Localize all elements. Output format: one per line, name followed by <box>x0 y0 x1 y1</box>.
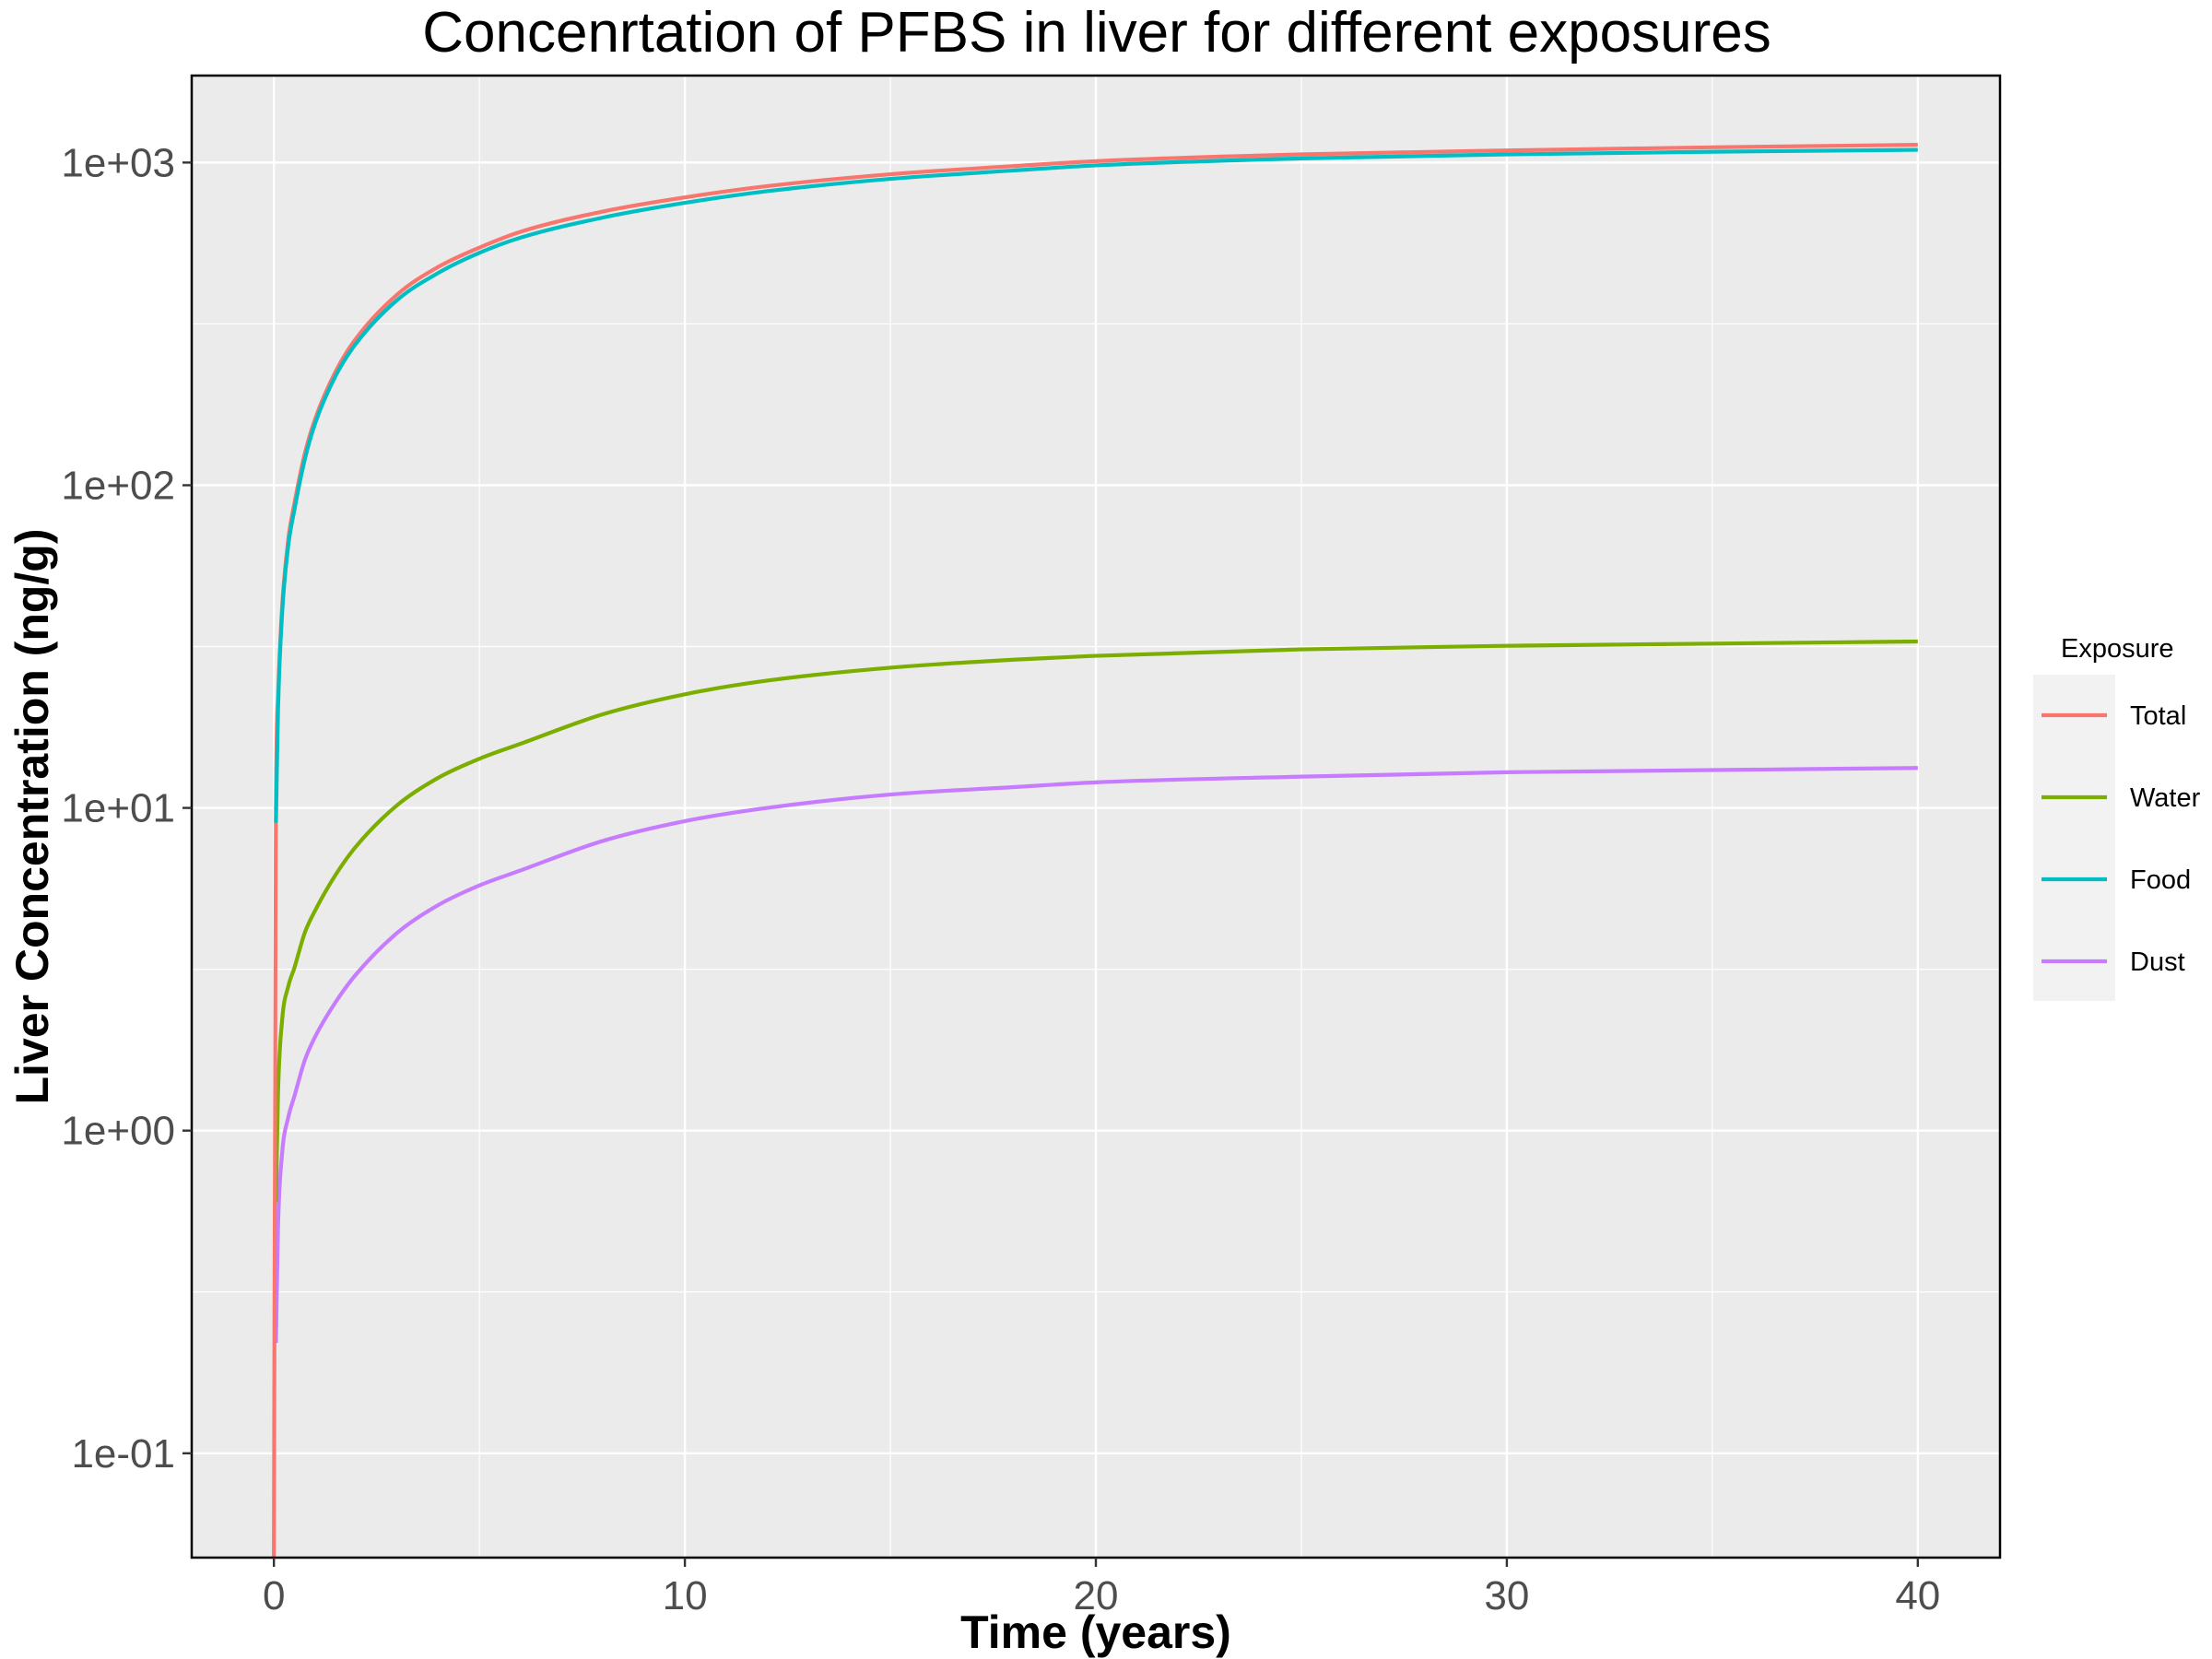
series-line-food <box>274 147 1918 823</box>
y-tick-label: 1e+01 <box>61 786 175 831</box>
legend-label-total: Total <box>2130 701 2186 731</box>
y-tick-label: 1e+03 <box>61 140 175 185</box>
x-tick-label: 20 <box>1074 1573 1119 1618</box>
legend-label-food: Food <box>2130 865 2191 895</box>
legend-title: Exposure <box>2061 634 2174 664</box>
x-tick-label: 0 <box>263 1573 285 1618</box>
x-tick-label: 30 <box>1484 1573 1529 1618</box>
series-line-dust <box>274 766 1918 1343</box>
legend-key-background <box>2033 675 2115 1001</box>
y-tick-label: 1e+02 <box>61 463 175 508</box>
legend: Exposure Total Water Food Dust <box>2033 634 2201 1001</box>
legend-label-dust: Dust <box>2130 947 2185 977</box>
y-tick-label: 1e-01 <box>71 1431 175 1477</box>
y-axis-title: Liver Concentration (ng/g) <box>6 529 58 1105</box>
plot-area <box>190 74 2002 1559</box>
x-axis: 0 10 20 30 40 <box>263 1558 1940 1618</box>
major-gridlines <box>192 76 2000 1558</box>
series-lines <box>272 143 1918 1559</box>
x-tick-label: 10 <box>663 1573 708 1618</box>
legend-label-water: Water <box>2130 783 2201 813</box>
y-tick-label: 1e+00 <box>61 1109 175 1154</box>
x-tick-label: 40 <box>1895 1573 1940 1618</box>
y-axis: 1e-01 1e+00 1e+01 1e+02 1e+03 <box>61 140 192 1477</box>
x-axis-title: Time (years) <box>960 1606 1231 1658</box>
legend-entries: Total Water Food Dust <box>2041 701 2201 977</box>
series-line-water <box>274 639 1918 1203</box>
chart-title: Concenrtation of PFBS in liver for diffe… <box>422 1 1771 65</box>
